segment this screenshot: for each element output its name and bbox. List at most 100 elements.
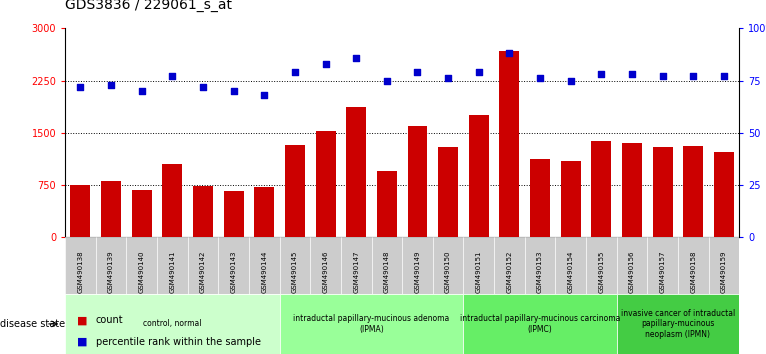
Point [473, 69, 485, 75]
Text: GSM490145: GSM490145 [292, 250, 298, 293]
Bar [525, 237, 555, 294]
Bar [70, 185, 90, 237]
Text: GSM490141: GSM490141 [169, 250, 175, 293]
Bar [254, 187, 274, 237]
Point [595, 72, 607, 77]
Bar [249, 237, 280, 294]
Text: count: count [96, 315, 123, 325]
Point [350, 55, 362, 61]
Text: control, normal: control, normal [143, 319, 201, 329]
Text: GSM490143: GSM490143 [231, 250, 237, 293]
Text: GSM490139: GSM490139 [108, 250, 114, 293]
Text: GSM490151: GSM490151 [476, 250, 482, 293]
Point [687, 74, 699, 79]
Bar [65, 237, 96, 294]
Point [136, 88, 148, 94]
Bar [126, 237, 157, 294]
Text: GSM490144: GSM490144 [261, 250, 267, 293]
Text: ■: ■ [77, 337, 87, 347]
Point [565, 78, 577, 84]
Bar [132, 190, 152, 237]
Text: GSM490149: GSM490149 [414, 250, 421, 293]
Bar [561, 161, 581, 237]
Bar [622, 143, 642, 237]
Point [105, 82, 117, 87]
Text: invasive cancer of intraductal
papillary-mucinous
neoplasm (IPMN): invasive cancer of intraductal papillary… [620, 309, 735, 339]
Bar [96, 237, 126, 294]
Bar [193, 185, 213, 237]
Bar [463, 294, 617, 354]
Bar [402, 237, 433, 294]
Text: GSM490140: GSM490140 [139, 250, 145, 293]
Bar [346, 107, 366, 237]
Bar [433, 237, 463, 294]
Point [74, 84, 87, 90]
Bar [310, 237, 341, 294]
Bar [157, 237, 188, 294]
Text: disease state: disease state [0, 319, 65, 329]
Text: ■: ■ [77, 315, 87, 325]
Bar [530, 159, 550, 237]
Text: GSM490153: GSM490153 [537, 250, 543, 293]
Point [503, 51, 516, 56]
Bar [469, 115, 489, 237]
Point [258, 92, 270, 98]
Bar [678, 237, 709, 294]
Bar [494, 237, 525, 294]
Bar [65, 294, 280, 354]
Bar [285, 145, 305, 237]
Point [626, 72, 638, 77]
Text: GSM490158: GSM490158 [690, 250, 696, 293]
Bar [714, 152, 734, 237]
Bar [316, 131, 336, 237]
Bar [653, 147, 673, 237]
Text: GSM490146: GSM490146 [322, 250, 329, 293]
Text: percentile rank within the sample: percentile rank within the sample [96, 337, 260, 347]
Bar [224, 191, 244, 237]
Text: GSM490159: GSM490159 [721, 250, 727, 293]
Point [411, 69, 424, 75]
Text: GSM490148: GSM490148 [384, 250, 390, 293]
Bar [709, 237, 739, 294]
Point [718, 74, 730, 79]
Bar [499, 51, 519, 237]
Bar [377, 171, 397, 237]
Bar [463, 237, 494, 294]
Bar [218, 237, 249, 294]
Text: GSM490147: GSM490147 [353, 250, 359, 293]
Bar [586, 237, 617, 294]
Point [289, 69, 301, 75]
Bar [591, 141, 611, 237]
Bar [555, 237, 586, 294]
Bar [372, 237, 402, 294]
Bar [280, 294, 463, 354]
Text: GSM490155: GSM490155 [598, 250, 604, 293]
Bar [683, 146, 703, 237]
Bar [188, 237, 218, 294]
Point [656, 74, 669, 79]
Bar [162, 164, 182, 237]
Point [534, 76, 546, 81]
Bar [617, 294, 739, 354]
Point [442, 76, 454, 81]
Text: GSM490142: GSM490142 [200, 250, 206, 293]
Bar [617, 237, 647, 294]
Point [319, 61, 332, 67]
Point [166, 74, 178, 79]
Bar [280, 237, 310, 294]
Bar [408, 126, 427, 237]
Text: GDS3836 / 229061_s_at: GDS3836 / 229061_s_at [65, 0, 232, 12]
Text: intraductal papillary-mucinous carcinoma
(IPMC): intraductal papillary-mucinous carcinoma… [460, 314, 620, 333]
Bar [101, 182, 121, 237]
Text: intraductal papillary-mucinous adenoma
(IPMA): intraductal papillary-mucinous adenoma (… [293, 314, 450, 333]
Point [228, 88, 240, 94]
Text: GSM490156: GSM490156 [629, 250, 635, 293]
Bar [341, 237, 372, 294]
Text: GSM490154: GSM490154 [568, 250, 574, 293]
Text: GSM490138: GSM490138 [77, 250, 83, 293]
Text: GSM490150: GSM490150 [445, 250, 451, 293]
Point [381, 78, 393, 84]
Text: GSM490152: GSM490152 [506, 250, 512, 293]
Text: GSM490157: GSM490157 [660, 250, 666, 293]
Bar [438, 147, 458, 237]
